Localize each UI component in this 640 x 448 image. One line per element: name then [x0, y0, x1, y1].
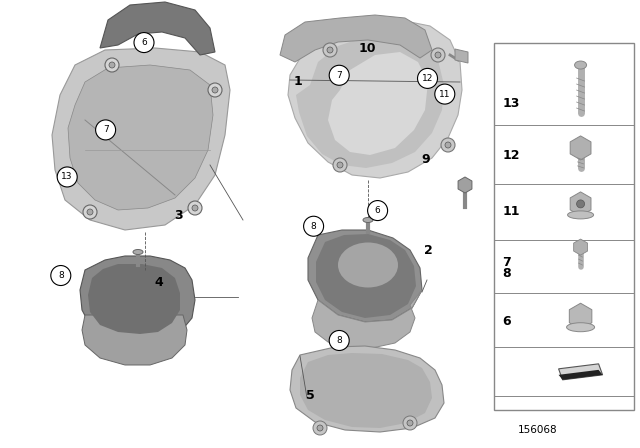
- Circle shape: [317, 425, 323, 431]
- Circle shape: [431, 48, 445, 62]
- Polygon shape: [300, 353, 432, 428]
- Circle shape: [313, 421, 327, 435]
- Polygon shape: [312, 290, 422, 348]
- Circle shape: [445, 142, 451, 148]
- Text: 2: 2: [424, 244, 433, 258]
- Circle shape: [407, 420, 413, 426]
- Ellipse shape: [566, 323, 595, 332]
- Text: 11: 11: [439, 90, 451, 99]
- Circle shape: [105, 58, 119, 72]
- Text: 7: 7: [502, 255, 511, 269]
- Polygon shape: [308, 230, 422, 322]
- Circle shape: [323, 43, 337, 57]
- Circle shape: [109, 62, 115, 68]
- Polygon shape: [100, 2, 215, 55]
- Text: 7: 7: [337, 71, 342, 80]
- Text: 13: 13: [502, 96, 520, 110]
- Text: 11: 11: [502, 205, 520, 219]
- Circle shape: [327, 47, 333, 53]
- Circle shape: [95, 120, 116, 140]
- Circle shape: [212, 87, 218, 93]
- Ellipse shape: [133, 250, 143, 254]
- Text: 12: 12: [502, 149, 520, 163]
- Text: 12: 12: [422, 74, 433, 83]
- Circle shape: [417, 69, 438, 88]
- Circle shape: [333, 158, 347, 172]
- Polygon shape: [288, 20, 462, 178]
- Text: 8: 8: [311, 222, 316, 231]
- Circle shape: [403, 416, 417, 430]
- Circle shape: [337, 162, 343, 168]
- FancyBboxPatch shape: [494, 43, 634, 410]
- Text: 7: 7: [103, 125, 108, 134]
- Text: 10: 10: [358, 42, 376, 55]
- Polygon shape: [559, 370, 603, 380]
- Circle shape: [51, 266, 71, 285]
- Text: 8: 8: [502, 267, 511, 280]
- Text: 9: 9: [421, 152, 429, 166]
- Circle shape: [208, 83, 222, 97]
- Polygon shape: [280, 15, 432, 62]
- Text: 1: 1: [293, 75, 302, 88]
- Circle shape: [134, 33, 154, 52]
- Circle shape: [188, 201, 202, 215]
- Circle shape: [435, 84, 455, 104]
- Text: 6: 6: [375, 206, 380, 215]
- Circle shape: [87, 209, 93, 215]
- Circle shape: [57, 167, 77, 187]
- Ellipse shape: [568, 211, 593, 219]
- Circle shape: [329, 331, 349, 350]
- Circle shape: [441, 138, 455, 152]
- Polygon shape: [52, 48, 230, 230]
- Ellipse shape: [575, 61, 587, 69]
- Circle shape: [577, 200, 584, 208]
- Polygon shape: [316, 234, 416, 318]
- Circle shape: [303, 216, 324, 236]
- Circle shape: [435, 52, 441, 58]
- Text: 8: 8: [58, 271, 63, 280]
- Polygon shape: [296, 34, 444, 168]
- Text: 13: 13: [61, 172, 73, 181]
- Polygon shape: [290, 346, 444, 432]
- Polygon shape: [68, 65, 213, 210]
- Text: 6: 6: [141, 38, 147, 47]
- Ellipse shape: [338, 242, 398, 288]
- Circle shape: [329, 65, 349, 85]
- Polygon shape: [328, 52, 428, 155]
- Circle shape: [367, 201, 388, 220]
- Circle shape: [192, 205, 198, 211]
- Text: 5: 5: [306, 388, 315, 402]
- Text: 3: 3: [174, 208, 182, 222]
- Polygon shape: [80, 256, 195, 340]
- Circle shape: [83, 205, 97, 219]
- Text: 6: 6: [502, 314, 511, 328]
- Text: 156068: 156068: [518, 425, 557, 435]
- Text: 8: 8: [337, 336, 342, 345]
- Polygon shape: [82, 315, 187, 365]
- Ellipse shape: [363, 217, 373, 223]
- Polygon shape: [559, 364, 603, 380]
- Text: 4: 4: [155, 276, 164, 289]
- Polygon shape: [455, 49, 468, 63]
- Polygon shape: [88, 264, 180, 334]
